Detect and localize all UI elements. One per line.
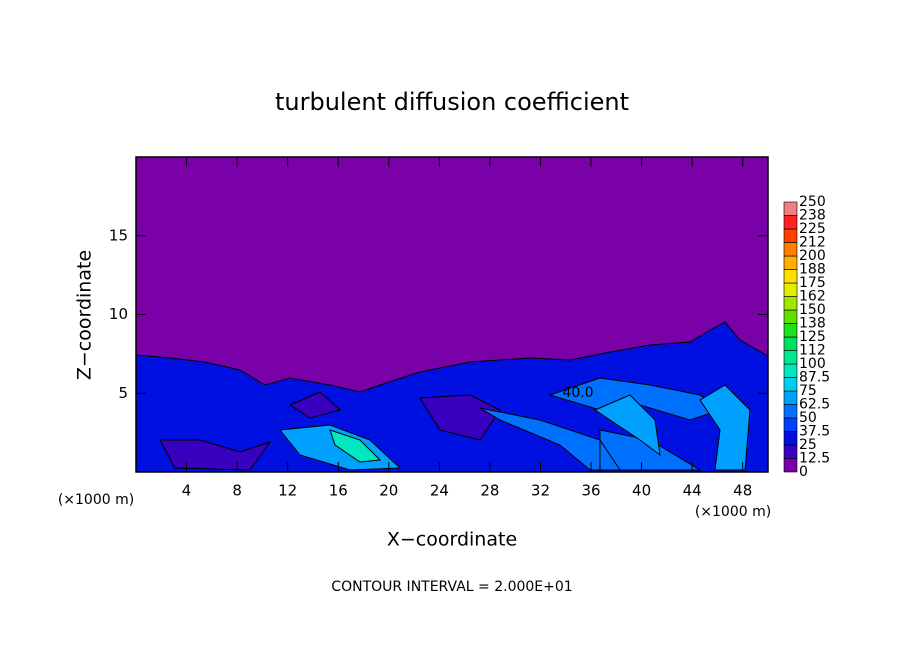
- y-axis-label: Z−coordinate: [74, 250, 96, 380]
- colorbar-swatch: [783, 309, 798, 324]
- colorbar-label: 87.5: [799, 370, 830, 386]
- colorbar-swatch: [783, 458, 798, 473]
- x-tick-label: 44: [683, 482, 702, 500]
- colorbar-swatch: [783, 377, 798, 392]
- x-tick-label: 8: [232, 482, 242, 500]
- x-tick-label: 32: [531, 482, 550, 500]
- contour-label: 40.0: [562, 385, 593, 401]
- colorbar-label: 37.5: [799, 424, 830, 440]
- colorbar-swatch: [783, 404, 798, 419]
- colorbar-label: 25: [799, 437, 817, 453]
- colorbar-swatch: [783, 444, 798, 459]
- x-axis-label: X−coordinate: [387, 529, 517, 551]
- colorbar-label: 138: [799, 316, 826, 332]
- colorbar-label: 175: [799, 275, 826, 291]
- x-tick-label: 40: [632, 482, 651, 500]
- x-tick-label: 36: [581, 482, 600, 500]
- field-shading: [329, 429, 382, 463]
- colorbar-label: 188: [799, 262, 826, 278]
- colorbar-swatch: [783, 431, 798, 446]
- colorbar-label: 212: [799, 235, 826, 251]
- colorbar-label: 200: [799, 248, 826, 264]
- x-tick-label: 4: [182, 482, 192, 500]
- colorbar-swatch: [783, 269, 798, 284]
- x-tick-label: 20: [379, 482, 398, 500]
- colorbar-swatch: [783, 215, 798, 230]
- colorbar-swatch: [783, 323, 798, 338]
- colorbar-label: 100: [799, 356, 826, 372]
- colorbar-label: 150: [799, 302, 826, 318]
- colorbar-swatch: [783, 417, 798, 432]
- colorbar-label: 75: [799, 383, 817, 399]
- colorbar-label: 125: [799, 329, 826, 345]
- colorbar-label: 250: [799, 194, 826, 210]
- colorbar-swatch: [783, 350, 798, 365]
- colorbar-swatch: [783, 282, 798, 297]
- colorbar-swatch: [783, 296, 798, 311]
- x-unit-label: (×1000 m): [695, 504, 771, 520]
- y-tick-label: 5: [118, 384, 128, 402]
- colorbar-label: 162: [799, 289, 826, 305]
- colorbar-label: 0: [799, 464, 808, 480]
- colorbar-swatch: [783, 228, 798, 243]
- colorbar-swatch: [783, 336, 798, 351]
- colorbar-label: 50: [799, 410, 817, 426]
- colorbar-label: 62.5: [799, 397, 830, 413]
- x-tick-label: 12: [278, 482, 297, 500]
- field-shading: [279, 384, 751, 471]
- chart-title: turbulent diffusion coefficient: [275, 88, 629, 116]
- x-unit-label: (×1000 m): [58, 492, 134, 508]
- x-tick-label: 24: [430, 482, 449, 500]
- colorbar-label: 12.5: [799, 451, 830, 467]
- x-tick-label: 48: [733, 482, 752, 500]
- footer-note: CONTOUR INTERVAL = 2.000E+01: [331, 579, 572, 595]
- x-tick-label: 16: [329, 482, 348, 500]
- colorbar-swatch: [783, 242, 798, 257]
- colorbar-swatch: [783, 201, 798, 216]
- x-tick-label: 28: [480, 482, 499, 500]
- y-tick-label: 15: [109, 226, 128, 244]
- colorbar-label: 225: [799, 221, 826, 237]
- colorbar-label: 238: [799, 208, 826, 224]
- colorbar-swatch: [783, 363, 798, 378]
- colorbar-swatch: [783, 390, 798, 405]
- colorbar-swatch: [783, 255, 798, 270]
- colorbar-label: 112: [799, 343, 826, 359]
- y-tick-label: 10: [109, 305, 128, 323]
- field-shading: [159, 391, 501, 471]
